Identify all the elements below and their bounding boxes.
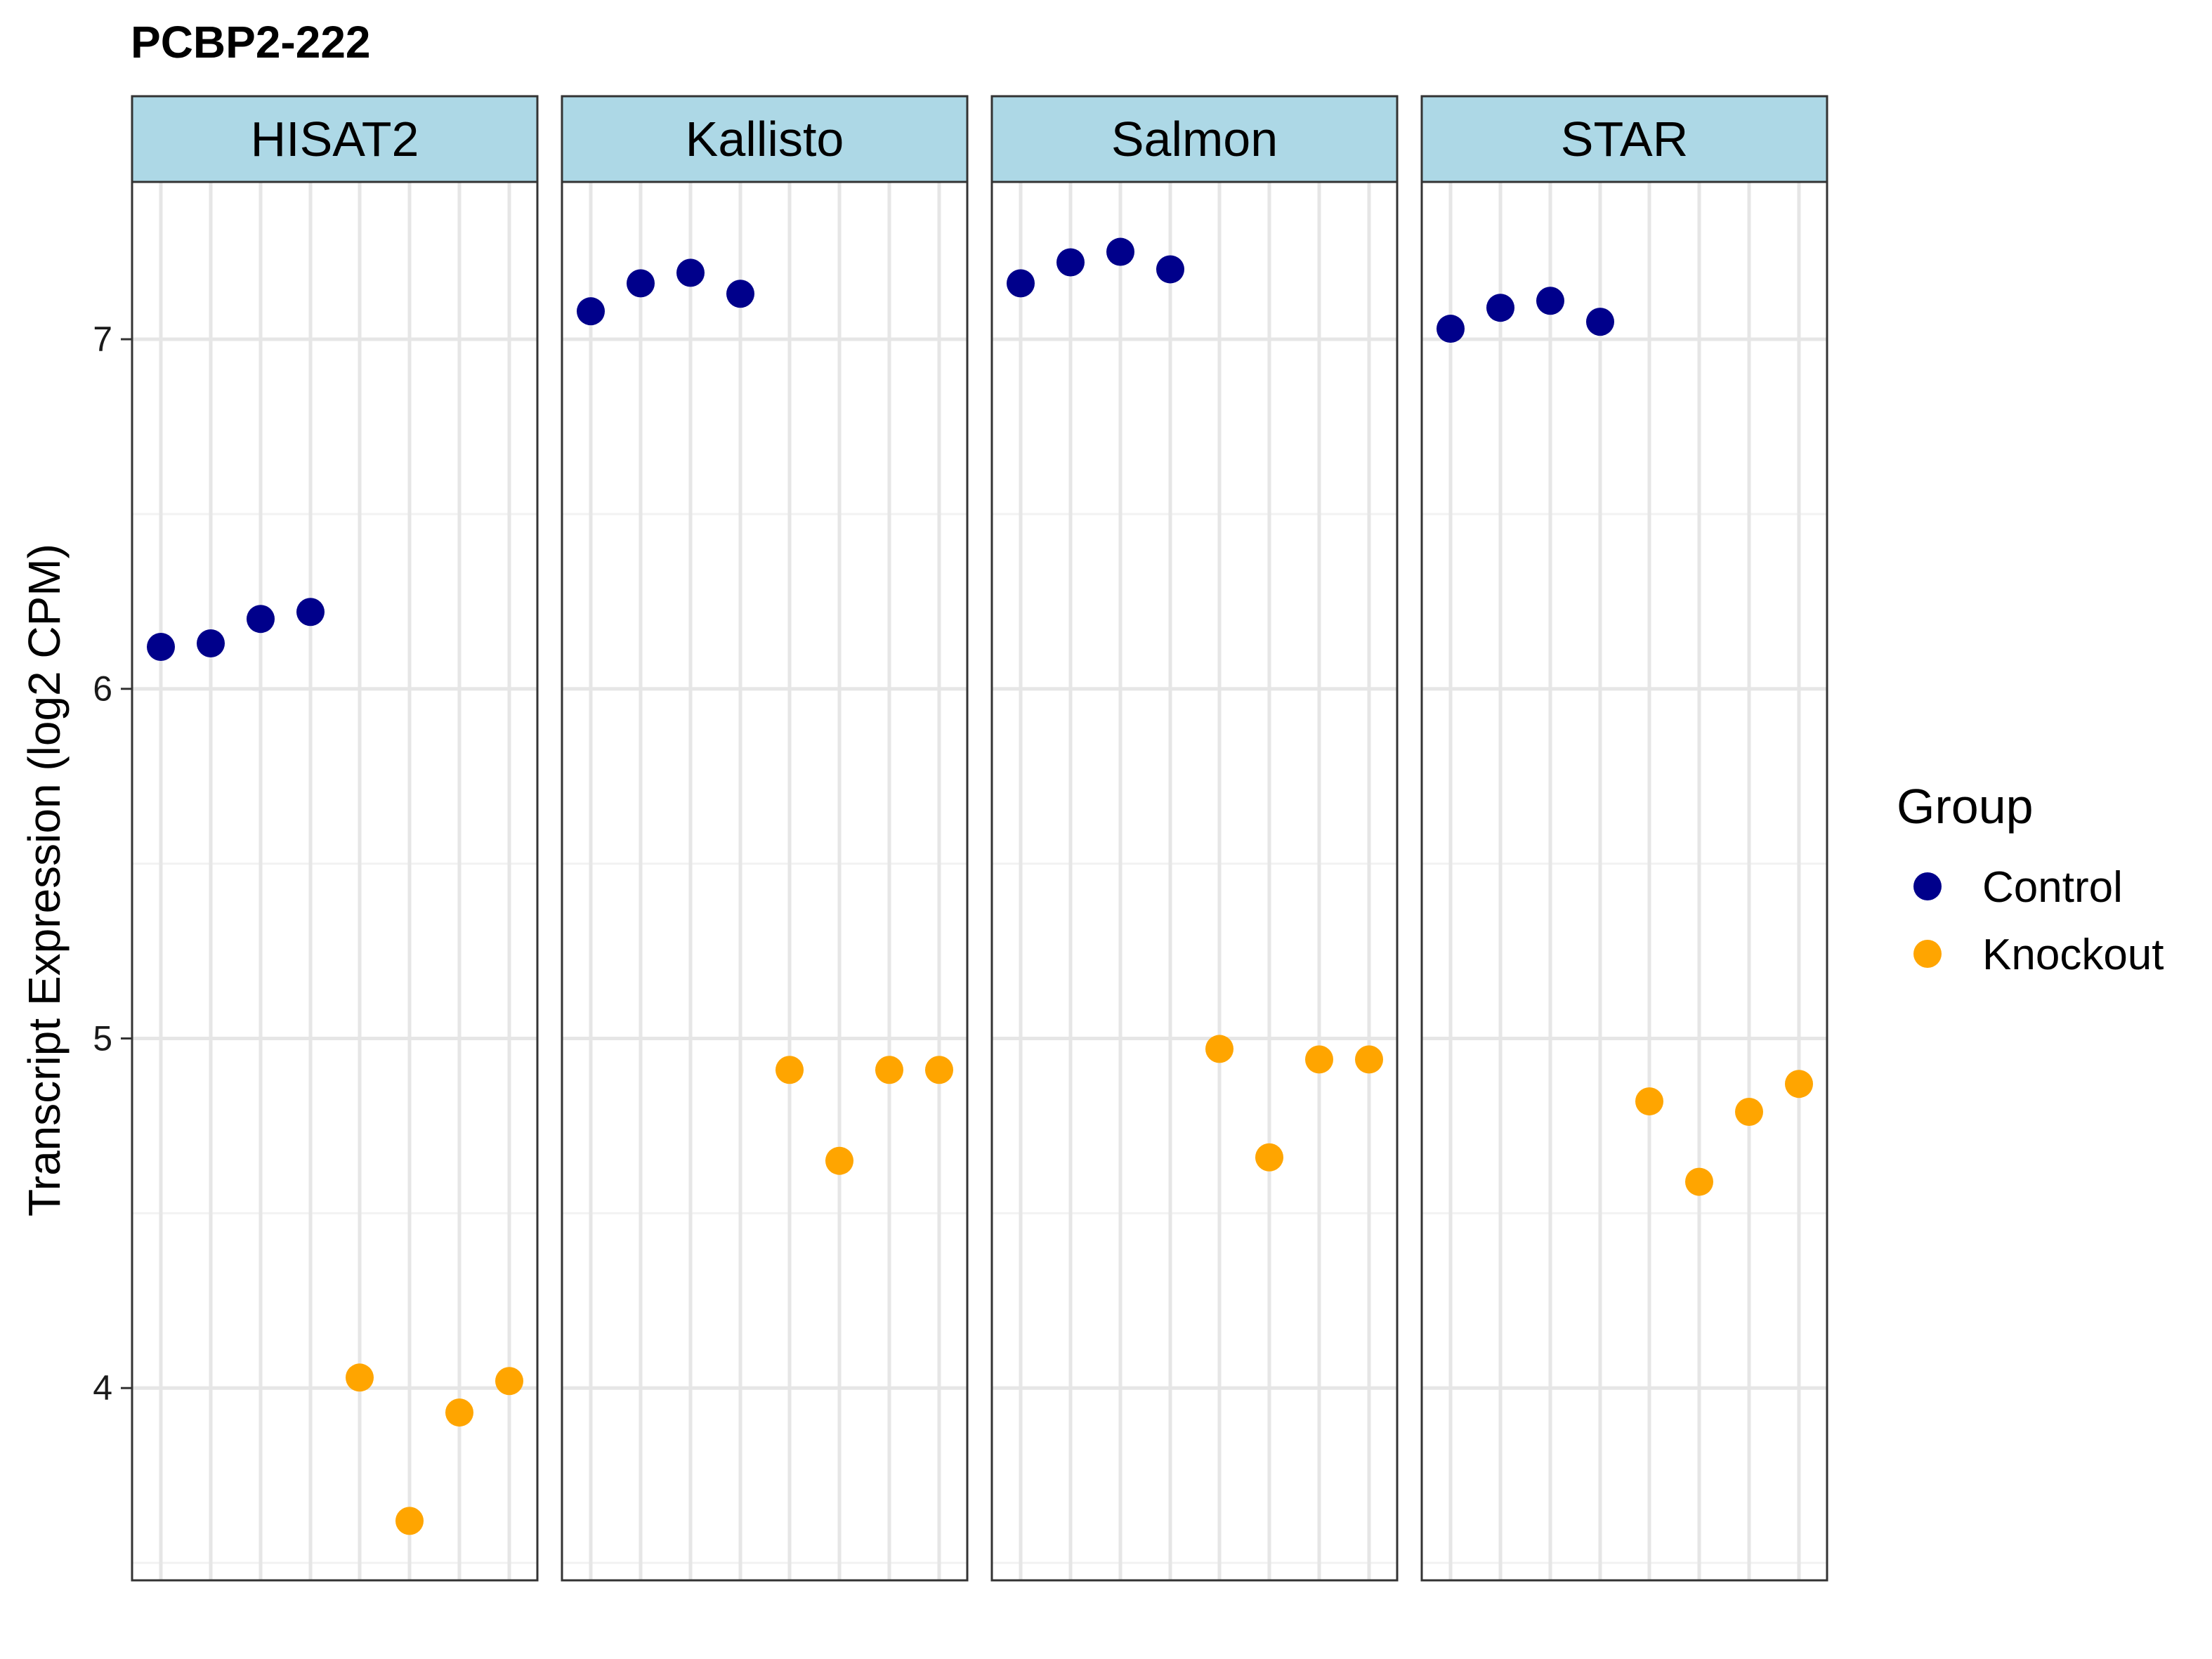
data-point-knockout — [1355, 1045, 1383, 1074]
data-point-control — [197, 629, 225, 658]
data-point-knockout — [1305, 1045, 1333, 1074]
facet-panel-kallisto: Kallisto — [561, 95, 969, 1582]
strip-label: Salmon — [1111, 112, 1278, 166]
data-point-knockout — [875, 1056, 903, 1084]
strip-label: Kallisto — [686, 112, 844, 166]
data-point-knockout — [1205, 1035, 1233, 1063]
data-point-knockout — [1635, 1087, 1663, 1116]
data-point-control — [726, 280, 754, 308]
data-point-knockout — [346, 1363, 374, 1392]
legend: Group Control Knockout — [1897, 779, 2164, 979]
data-point-knockout — [395, 1507, 424, 1535]
panel-background — [992, 182, 1397, 1580]
data-point-control — [676, 258, 705, 287]
facet-panel-salmon: Salmon — [990, 95, 1399, 1582]
data-point-control — [1536, 287, 1564, 315]
legend-label-knockout: Knockout — [1982, 931, 2164, 979]
y-tick-label: 7 — [93, 320, 112, 359]
data-point-control — [1586, 308, 1614, 336]
legend-key-knockout — [1913, 940, 1942, 968]
data-point-knockout — [925, 1056, 953, 1084]
data-point-control — [1007, 269, 1035, 298]
data-point-knockout — [825, 1146, 853, 1175]
strip-label: STAR — [1561, 112, 1689, 166]
data-point-control — [147, 633, 175, 662]
strip-background — [1420, 95, 1828, 183]
strip-background — [990, 95, 1399, 183]
y-tick-label: 6 — [93, 669, 112, 709]
data-point-knockout — [775, 1056, 804, 1084]
data-point-control — [1156, 255, 1184, 284]
data-point-knockout — [1255, 1143, 1283, 1172]
panel-background — [132, 182, 537, 1580]
data-point-control — [296, 598, 325, 627]
facet-panels: HISAT2 Kallisto Salmon STAR — [131, 95, 1828, 1582]
data-point-knockout — [1735, 1098, 1763, 1127]
y-tick-label: 5 — [93, 1018, 112, 1058]
strip-label: HISAT2 — [251, 112, 419, 166]
y-tick-label: 4 — [93, 1368, 112, 1408]
data-point-control — [1437, 315, 1465, 343]
strip-background — [561, 95, 969, 183]
data-point-control — [1056, 248, 1085, 277]
strip-background — [131, 95, 539, 183]
data-point-control — [247, 605, 275, 634]
panel-background — [562, 182, 967, 1580]
data-point-knockout — [445, 1398, 473, 1427]
panel-background — [1422, 182, 1827, 1580]
data-point-control — [627, 269, 655, 298]
legend-key-control — [1913, 872, 1942, 900]
data-point-knockout — [1785, 1070, 1813, 1099]
data-point-knockout — [1685, 1167, 1713, 1196]
data-point-control — [577, 297, 605, 326]
data-point-control — [1106, 237, 1134, 266]
y-axis-ticks: 4 5 6 7 — [93, 320, 132, 1408]
facet-panel-hisat2: HISAT2 — [131, 95, 539, 1582]
facet-panel-star: STAR — [1420, 95, 1828, 1582]
data-point-control — [1486, 294, 1514, 322]
data-point-knockout — [495, 1367, 523, 1396]
y-axis-title: Transcript Expression (log2 CPM) — [19, 544, 70, 1217]
chart-title: PCBP2-222 — [131, 17, 371, 67]
legend-title: Group — [1897, 779, 2034, 834]
legend-label-control: Control — [1982, 863, 2123, 912]
